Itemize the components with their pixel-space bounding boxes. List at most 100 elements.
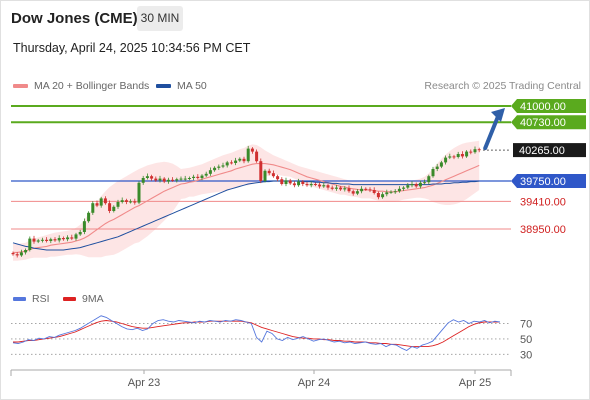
candle-body	[355, 191, 359, 194]
candle	[133, 198, 137, 205]
candle-body	[292, 183, 296, 186]
candle	[154, 176, 158, 182]
candle	[460, 151, 464, 159]
candle-body	[120, 200, 124, 202]
candle-body	[444, 157, 448, 163]
candle-body	[456, 154, 460, 157]
candle	[267, 168, 271, 176]
candle-body	[465, 151, 469, 157]
candle-body	[82, 221, 86, 232]
candle	[24, 248, 28, 255]
support-label-5: 38950.00	[520, 224, 566, 236]
candle-body	[238, 158, 242, 161]
candle-body	[175, 179, 179, 181]
candle	[435, 163, 439, 172]
candle	[246, 145, 250, 163]
candle	[217, 164, 221, 170]
candle-body	[40, 239, 44, 241]
ma9-label: 9MA	[82, 293, 104, 305]
candle-body	[389, 191, 393, 193]
candle	[225, 160, 229, 168]
candle	[376, 191, 380, 200]
candle	[368, 187, 372, 193]
candle-body	[250, 148, 254, 152]
candle-body	[309, 184, 313, 186]
candle-body	[192, 176, 196, 178]
candle	[61, 236, 65, 241]
candle	[196, 174, 200, 180]
candle	[402, 186, 406, 191]
candle	[263, 169, 267, 183]
level-labels: 41000.00 40730.00 40265.00 39750.00 39410.00…	[511, 99, 586, 236]
candle-body	[150, 176, 154, 179]
candle-body	[439, 162, 443, 167]
rsi-line	[12, 315, 501, 352]
candle-body	[385, 192, 389, 195]
candle-body	[372, 190, 376, 193]
candle	[158, 175, 162, 183]
candle	[103, 196, 107, 205]
candle	[200, 174, 204, 181]
candle-body	[145, 176, 149, 178]
candle-body	[368, 189, 372, 191]
candle	[330, 185, 334, 191]
candle	[360, 186, 364, 194]
candle-body	[423, 182, 427, 184]
candles	[11, 145, 481, 258]
candle	[309, 181, 313, 188]
candle-body	[267, 170, 271, 174]
candle-body	[53, 239, 57, 241]
candle	[334, 184, 338, 191]
pivot-label: 39750.00	[520, 176, 566, 188]
candle	[87, 211, 91, 223]
candle-body	[402, 187, 406, 189]
candle	[448, 153, 452, 160]
candle	[145, 173, 149, 180]
candle	[78, 229, 82, 236]
candle	[82, 218, 86, 235]
candle	[423, 179, 427, 185]
forecast-arrow	[483, 108, 505, 151]
candle	[343, 186, 347, 192]
candle-body	[129, 201, 133, 203]
candle	[213, 166, 217, 172]
research-credit: Research © 2025 Trading Central	[424, 80, 581, 92]
instrument-title: Dow Jones (CME)	[11, 10, 138, 27]
candle	[175, 177, 179, 183]
legend-ma20: MA 20 + Bollinger Bands	[13, 80, 149, 92]
candle	[99, 196, 103, 208]
candle	[242, 156, 246, 164]
rsi-swatch	[13, 297, 26, 301]
candle-body	[473, 149, 477, 153]
resistance-label-bg-1	[511, 115, 586, 130]
candle	[414, 182, 418, 188]
candle	[385, 189, 389, 197]
candle	[179, 176, 183, 181]
ma9-line	[13, 320, 500, 348]
candle-body	[364, 188, 368, 190]
candle-body	[217, 166, 221, 168]
candle-body	[297, 181, 301, 186]
candle-body	[61, 238, 65, 240]
ma20-swatch	[13, 84, 28, 88]
candle-body	[57, 238, 61, 241]
candle-body	[154, 178, 158, 181]
candle-body	[166, 179, 170, 182]
timeframe-badge[interactable]: 30 MIN	[137, 6, 183, 31]
candle-body	[351, 191, 355, 194]
ma50-line	[12, 180, 480, 251]
candle-body	[183, 178, 187, 180]
resistance-label-1: 40730.00	[520, 117, 566, 129]
candle-body	[108, 203, 112, 211]
candle-body	[45, 239, 49, 241]
candle-body	[318, 184, 322, 187]
x-tick-label: Apr 24	[298, 377, 330, 389]
candle-body	[339, 187, 343, 190]
candle	[292, 181, 296, 188]
candle-body	[460, 154, 464, 157]
candle-body	[427, 176, 431, 183]
candle-body	[313, 184, 317, 185]
candle-body	[99, 198, 103, 206]
ma50-label: MA 50	[177, 80, 207, 92]
candle	[208, 167, 212, 176]
